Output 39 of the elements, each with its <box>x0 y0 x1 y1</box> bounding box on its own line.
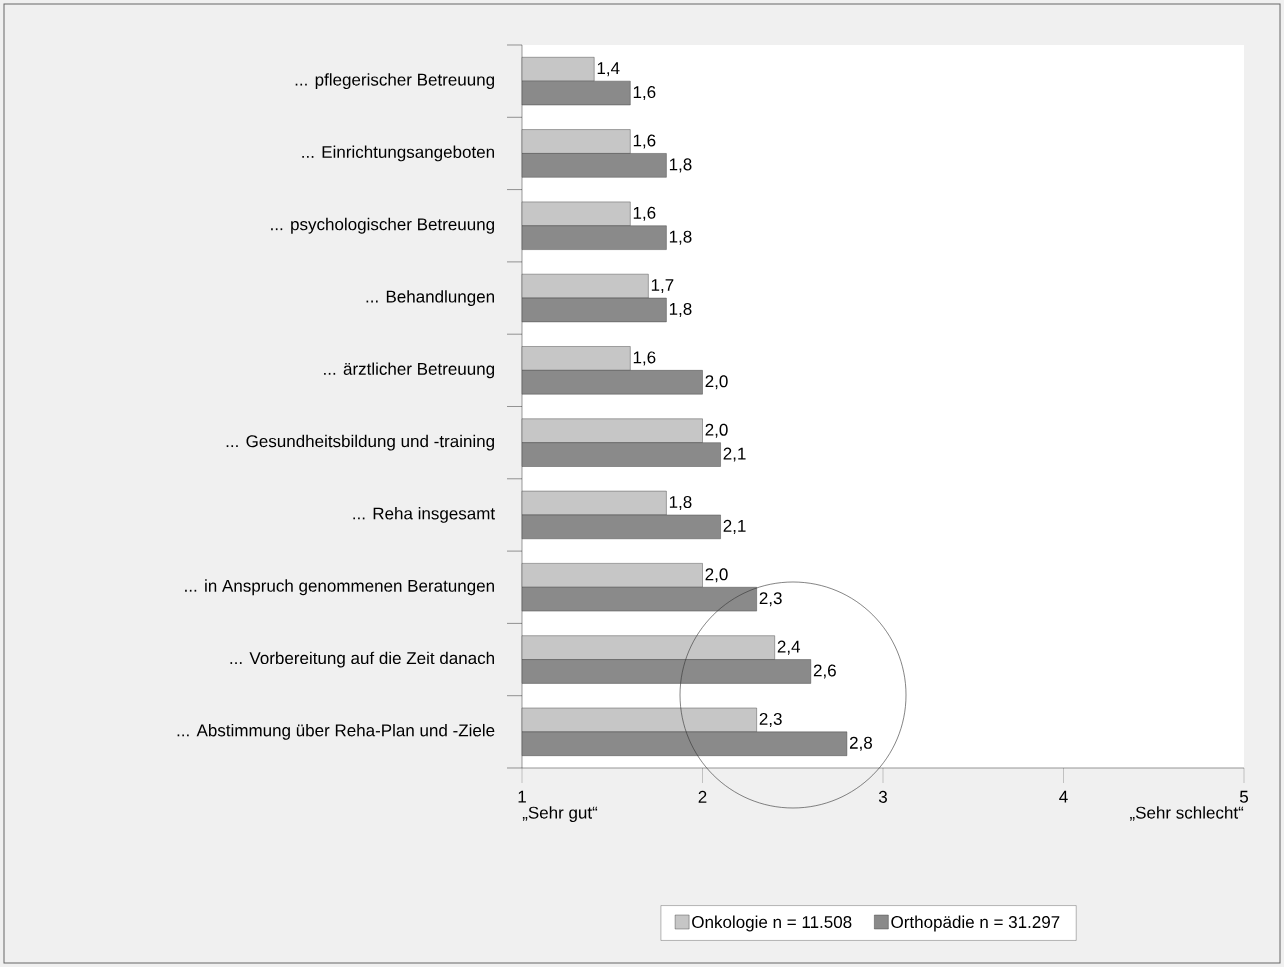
y-tick-label: ... psychologischer Betreuung <box>271 217 495 234</box>
text: „Sehr schlecht“ <box>1130 806 1244 821</box>
data-label: 1,7 <box>651 279 674 294</box>
x-tick-label: 4 <box>1059 790 1068 803</box>
data-label: 2,3 <box>759 712 782 727</box>
y-tick-label: ... in Anspruch genommenen Beratungen <box>185 579 494 596</box>
y-tick-label: ... Vorbereitung auf die Zeit danach <box>230 651 494 668</box>
y-tick-label: ... Abstimmung über Reha-Plan und -Ziele <box>177 723 495 740</box>
data-label: 1,6 <box>633 134 656 149</box>
legend-label: Orthopädie n = 31.297 <box>891 915 1060 932</box>
data-label: 2,1 <box>723 519 746 534</box>
data-label: 2,0 <box>705 375 728 390</box>
data-label: 1,6 <box>633 86 656 101</box>
text: „Sehr gut“ <box>522 806 598 823</box>
data-label: 2,3 <box>759 592 782 607</box>
data-label: 2,0 <box>705 423 728 438</box>
y-tick-label: ... pflegerischer Betreuung <box>295 73 495 90</box>
data-label: 1,8 <box>669 302 692 317</box>
y-tick-label: ... ärztlicher Betreuung <box>324 362 495 379</box>
data-label: 1,8 <box>669 158 692 173</box>
legend-label: Onkologie n = 11.508 <box>692 915 852 932</box>
y-tick-label: ... Reha insgesamt <box>353 507 495 523</box>
x-tick-label: 5 <box>1239 790 1249 803</box>
y-tick-label: ... Behandlungen <box>366 290 494 306</box>
data-label: 1,8 <box>669 495 692 511</box>
data-label: 2,0 <box>705 568 728 583</box>
data-label: 2,4 <box>777 640 801 655</box>
x-tick-label: 3 <box>878 790 887 803</box>
data-label: 1,6 <box>633 206 656 221</box>
data-label: 2,1 <box>723 447 746 462</box>
data-label: 1,8 <box>669 230 692 245</box>
x-tick-label: 2 <box>698 790 707 803</box>
y-tick-label: ... Gesundheitsbildung und -training <box>226 434 494 451</box>
x-tick-label: 1 <box>518 790 526 803</box>
data-label: 1,6 <box>633 351 656 366</box>
data-label: 2,6 <box>813 664 836 679</box>
data-label: 1,4 <box>597 62 620 77</box>
data-label: 2,8 <box>849 736 872 751</box>
y-tick-label: ... Einrichtungsangeboten <box>302 145 494 162</box>
